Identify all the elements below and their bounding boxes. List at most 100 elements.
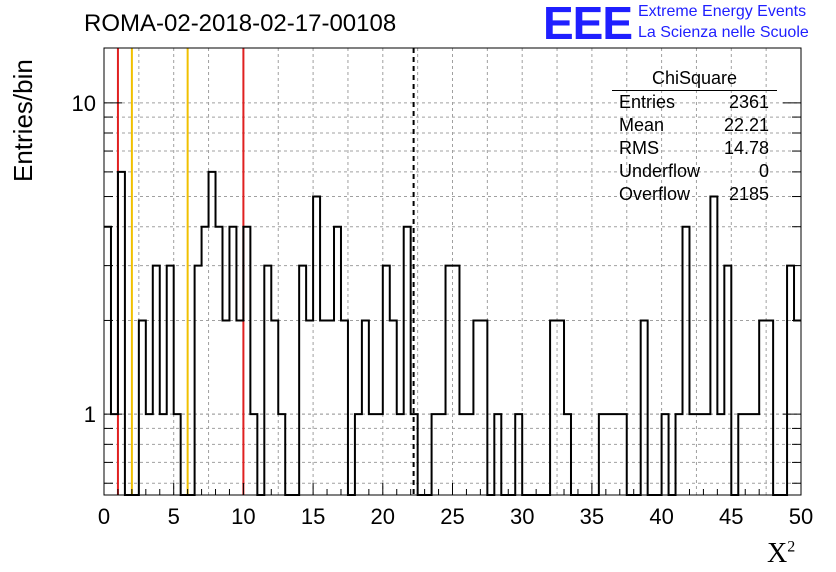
- histogram-bin: [759, 320, 766, 495]
- histogram-bin: [466, 414, 473, 495]
- histogram-bin: [432, 414, 439, 495]
- histogram-bin: [369, 414, 376, 495]
- stats-label: Underflow: [619, 161, 701, 181]
- x-axis-label: X2: [767, 538, 795, 570]
- histogram-bin: [446, 266, 453, 495]
- histogram-bin: [104, 227, 111, 495]
- histogram-bin: [390, 320, 397, 495]
- x-tick-label: 10: [231, 504, 255, 529]
- histogram-bin: [620, 414, 627, 495]
- x-tick-label: 5: [168, 504, 180, 529]
- histogram-bin: [376, 414, 383, 495]
- x-tick-label: 45: [719, 504, 743, 529]
- histogram-bin: [160, 414, 167, 495]
- histogram-bin: [439, 414, 446, 495]
- histogram-bin: [787, 266, 794, 495]
- x-tick-label: 35: [580, 504, 604, 529]
- stats-label: RMS: [619, 138, 659, 158]
- stats-value: 22.21: [723, 115, 769, 135]
- histogram-bin: [229, 227, 236, 495]
- stats-label: Overflow: [619, 184, 691, 204]
- stats-row-entries: Entries 2361: [612, 91, 777, 114]
- histogram-bin: [334, 227, 341, 495]
- histogram-bin: [599, 414, 606, 495]
- histogram-bin: [216, 227, 223, 495]
- histogram-bin: [195, 266, 202, 495]
- histogram-bin: [250, 414, 257, 495]
- stats-row-overflow: Overflow 2185: [612, 183, 777, 206]
- histogram-bin: [243, 227, 250, 495]
- histogram-bin: [676, 414, 683, 495]
- x-axis-label-sup: 2: [787, 538, 796, 556]
- histogram-bin: [494, 414, 501, 495]
- histogram-bin: [306, 320, 313, 495]
- histogram-bin: [278, 414, 285, 495]
- stats-row-rms: RMS 14.78: [612, 137, 777, 160]
- histogram-bin: [174, 414, 181, 495]
- histogram-bin: [236, 320, 243, 495]
- histogram-bin: [118, 172, 125, 495]
- histogram-bin: [146, 414, 153, 495]
- y-tick-label: 10: [72, 91, 96, 116]
- histogram-bin: [717, 414, 724, 495]
- stats-value: 2361: [728, 92, 769, 112]
- histogram-bin: [222, 320, 229, 495]
- histogram-bin: [641, 320, 648, 495]
- histogram-bin: [766, 320, 773, 495]
- x-axis-label-main: X: [767, 538, 788, 569]
- histogram-bin: [480, 320, 487, 495]
- histogram-bin: [299, 266, 306, 495]
- stats-label: Mean: [619, 115, 665, 135]
- x-tick-label: 30: [510, 504, 534, 529]
- x-tick-label: 50: [789, 504, 813, 529]
- x-tick-label: 0: [98, 504, 110, 529]
- histogram-bin: [139, 320, 146, 495]
- histogram-bin: [662, 414, 669, 495]
- histogram-bin: [153, 266, 160, 495]
- histogram-bin: [209, 172, 216, 495]
- y-axis-label: Entries/bin: [8, 59, 38, 182]
- stats-title: ChiSquare: [612, 66, 777, 91]
- histogram-bin: [738, 414, 745, 495]
- histogram-bin: [557, 320, 564, 495]
- logo-line-1: Extreme Energy Events: [638, 3, 807, 20]
- histogram-bin: [362, 320, 369, 495]
- chart-title: ROMA-02-2018-02-17-00108: [84, 10, 397, 37]
- histogram-bin: [703, 414, 710, 495]
- histogram-bin: [355, 414, 362, 495]
- histogram-bin: [264, 266, 271, 495]
- histogram-bin: [383, 266, 390, 495]
- histogram-bin: [320, 320, 327, 495]
- histogram-bin: [397, 414, 404, 495]
- histogram-bin: [696, 414, 703, 495]
- histogram-bin: [550, 320, 557, 495]
- eee-logo: EEE: [543, 0, 633, 49]
- histogram-bin: [341, 320, 348, 495]
- stats-label: Entries: [619, 92, 676, 112]
- histogram-bin: [564, 414, 571, 495]
- x-tick-label: 15: [301, 504, 325, 529]
- histogram-bin: [313, 197, 320, 495]
- x-tick-label: 40: [649, 504, 673, 529]
- y-tick-label: 1: [84, 402, 96, 427]
- stats-row-underflow: Underflow 0: [612, 160, 777, 183]
- stats-value: 2185: [728, 184, 769, 204]
- stats-box: ChiSquare Entries 2361 Mean 22.21 RMS 14…: [612, 66, 777, 206]
- histogram-bin: [459, 414, 466, 495]
- stats-value: 0: [758, 161, 769, 181]
- histogram-bin: [515, 414, 522, 495]
- histogram-bin: [473, 320, 480, 495]
- logo-line-2: La Scienza nelle Scuole: [638, 24, 809, 41]
- x-tick-label: 20: [371, 504, 395, 529]
- histogram-bin: [167, 266, 174, 495]
- histogram-bin: [752, 414, 759, 495]
- histogram-bin: [271, 320, 278, 495]
- x-tick-label: 25: [440, 504, 464, 529]
- histogram-bin: [404, 227, 411, 495]
- histogram-bin: [202, 227, 209, 495]
- histogram-bin: [724, 266, 731, 495]
- histogram-bin: [327, 320, 334, 495]
- histogram-bin: [745, 414, 752, 495]
- histogram-bin: [411, 414, 418, 495]
